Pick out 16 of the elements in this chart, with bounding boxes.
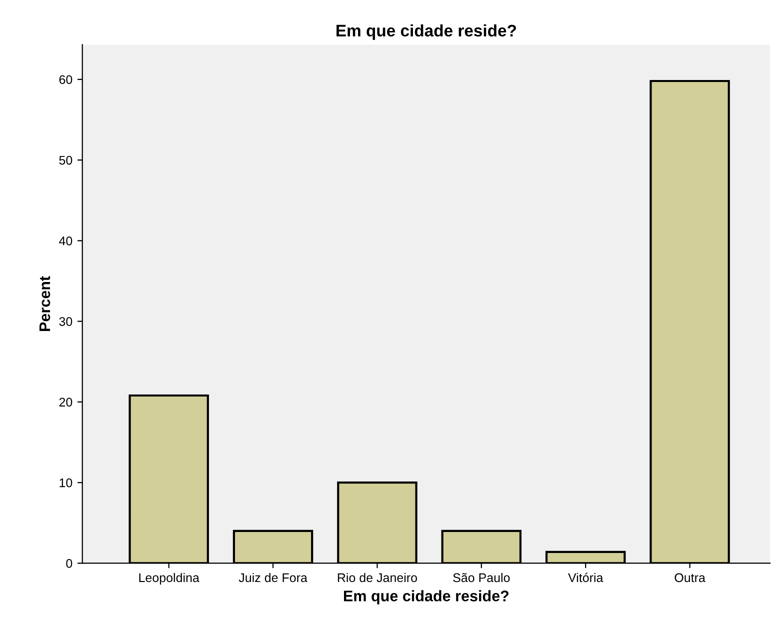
y-tick-label: 60 <box>59 75 72 84</box>
y-tick-label: 10 <box>60 478 72 488</box>
x-tick-label: São Paulo <box>453 572 510 582</box>
x-tick-label: Leopoldina <box>139 572 200 585</box>
x-tick-label: Rio de Janeiro <box>338 572 417 582</box>
chart-title: Em que cidade reside? <box>336 24 516 40</box>
x-tick-label: Vitória <box>568 572 604 582</box>
x-tick-label: Juiz de Fora <box>238 572 308 582</box>
y-axis-title: Percent <box>40 276 50 331</box>
y-tick-label: 50 <box>59 156 72 165</box>
x-tick-label: Outra <box>674 573 706 582</box>
y-tick-label: 40 <box>59 236 72 246</box>
y-tick-label: 0 <box>66 559 72 568</box>
x-axis-title: Em que cidade reside? <box>344 590 509 604</box>
y-tick-label: 30 <box>59 317 72 326</box>
y-tick-label: 20 <box>59 398 72 407</box>
